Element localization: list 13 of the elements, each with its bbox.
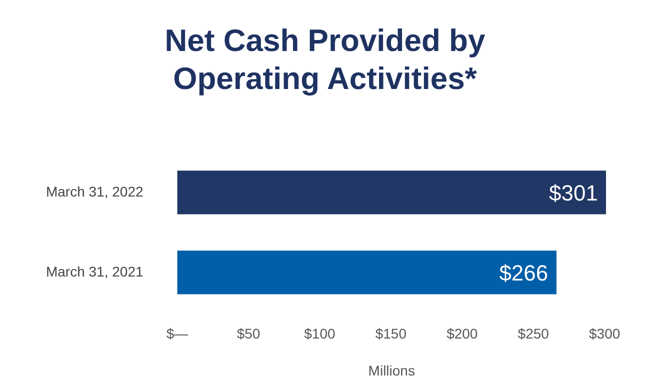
x-tick-label: $100	[304, 326, 336, 342]
x-tick-label: $300	[589, 326, 620, 342]
x-tick-label: $150	[375, 326, 407, 342]
y-tick-label: March 31, 2021	[46, 263, 144, 280]
x-axis-title: Millions	[368, 362, 415, 378]
x-tick-label: $—	[166, 326, 188, 342]
x-tick-label: $200	[446, 326, 478, 342]
data-label: $301	[549, 180, 598, 206]
data-label: $266	[499, 260, 548, 286]
chart-title: Net Cash Provided by Operating Activities*	[164, 22, 486, 98]
x-tick-label: $50	[236, 326, 260, 342]
y-tick-label: March 31, 2022	[46, 183, 144, 200]
x-tick-label: $250	[518, 326, 550, 342]
